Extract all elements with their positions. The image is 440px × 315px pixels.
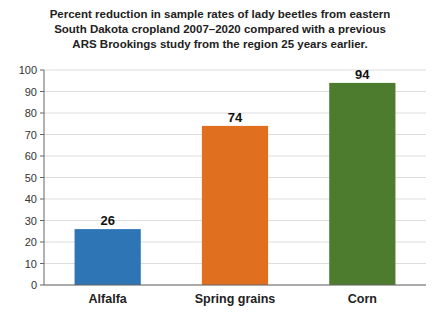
x-tick-label: Corn <box>348 292 377 306</box>
grid <box>44 70 426 285</box>
y-tick <box>40 91 44 92</box>
y-tick-label: 20 <box>25 236 37 248</box>
data-label: 94 <box>355 67 370 82</box>
bar <box>75 229 141 285</box>
y-tick-label: 70 <box>25 129 37 141</box>
chart-title: Percent reduction in sample rates of lad… <box>50 8 391 50</box>
title-line: South Dakota cropland 2007–2020 compared… <box>54 23 386 35</box>
y-tick <box>40 156 44 157</box>
grid-line <box>44 285 426 286</box>
y-tick <box>40 134 44 135</box>
title-line: ARS Brookings study from the region 25 y… <box>72 38 367 50</box>
bar <box>329 83 395 285</box>
y-tick <box>40 199 44 200</box>
y-tick-label: 10 <box>25 258 37 270</box>
data-label: 26 <box>100 213 114 228</box>
y-tick <box>40 70 44 71</box>
bar <box>202 126 268 285</box>
y-tick-label: 50 <box>25 172 37 184</box>
y-tick-label: 0 <box>31 279 37 291</box>
title-line: Percent reduction in sample rates of lad… <box>50 8 391 20</box>
bars <box>75 83 396 285</box>
y-tick <box>40 177 44 178</box>
data-labels: 26 74 94 <box>100 67 370 228</box>
y-axis-line <box>44 70 45 285</box>
y-tick <box>40 263 44 264</box>
y-tick <box>40 220 44 221</box>
y-tick-label: 30 <box>25 215 37 227</box>
y-tick <box>40 285 44 286</box>
x-tick-label: Alfalfa <box>89 292 128 306</box>
y-axis: 0 10 20 30 40 50 60 70 80 90 100 <box>19 64 44 291</box>
x-axis-line <box>44 285 426 286</box>
y-tick-label: 60 <box>25 150 37 162</box>
chart-container: Percent reduction in sample rates of lad… <box>0 0 440 315</box>
y-tick-label: 100 <box>19 64 37 76</box>
y-tick-label: 90 <box>25 86 37 98</box>
data-label: 74 <box>228 110 243 125</box>
y-tick <box>40 113 44 114</box>
x-axis: Alfalfa Spring grains Corn <box>89 292 377 306</box>
y-tick-label: 80 <box>25 107 37 119</box>
x-tick-label: Spring grains <box>195 292 276 306</box>
chart-svg: Percent reduction in sample rates of lad… <box>0 0 440 315</box>
y-tick-label: 40 <box>25 193 37 205</box>
y-tick <box>40 242 44 243</box>
